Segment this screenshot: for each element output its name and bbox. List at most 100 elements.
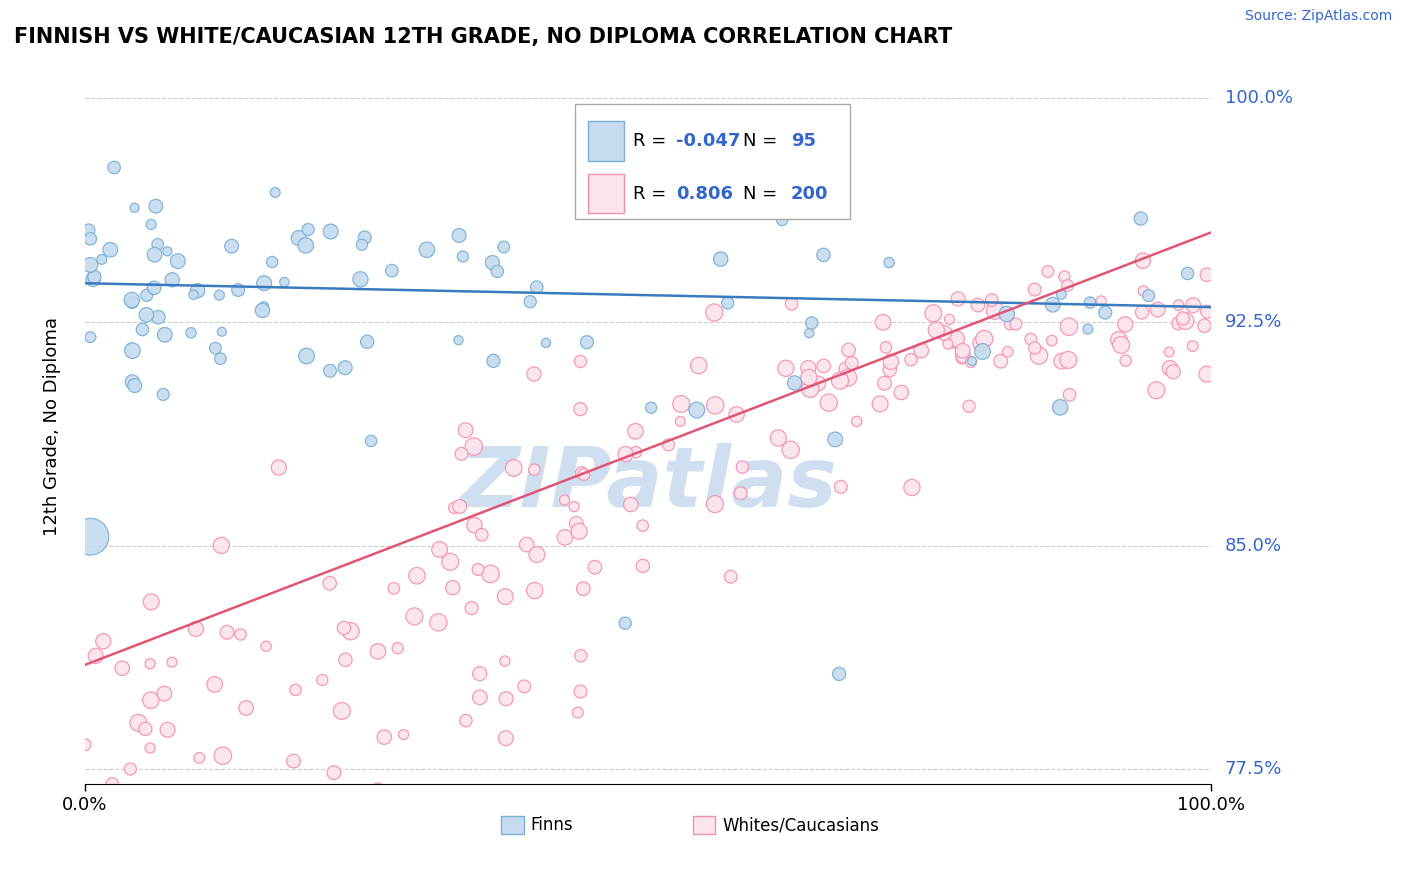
Point [139,657,162,671]
Point [446,852,468,866]
Text: 92.5%: 92.5% [1225,313,1282,331]
Point [583,560,606,574]
Point [565,516,588,531]
Point [567,706,589,720]
Point [775,361,797,376]
Point [294,238,316,252]
Point [145,199,167,213]
Point [387,641,409,656]
Point [783,376,806,390]
Point [143,248,166,262]
Point [960,354,983,368]
Point [952,343,974,358]
Bar [502,816,524,834]
Point [353,230,375,244]
Point [704,497,727,511]
Point [725,408,748,422]
Point [1036,264,1059,278]
Point [569,402,592,417]
Point [797,361,820,376]
Point [427,615,450,630]
Point [1024,283,1046,297]
Point [1108,333,1130,347]
Y-axis label: 12th Grade, No Diploma: 12th Grade, No Diploma [44,317,60,536]
Point [211,325,233,339]
Point [1174,314,1197,328]
Point [569,648,592,663]
Point [463,440,485,454]
Point [1049,401,1071,415]
Point [519,294,541,309]
Point [717,296,740,310]
Point [139,741,162,756]
Point [124,378,146,392]
Point [1053,269,1076,284]
Text: 0.806: 0.806 [676,185,733,202]
Point [945,332,967,346]
Point [131,322,153,336]
Point [834,361,856,376]
Point [998,317,1021,331]
Point [688,359,710,373]
Point [657,438,679,452]
Point [160,655,183,669]
Point [1177,267,1199,281]
Point [513,679,536,693]
Point [1115,353,1137,368]
Point [208,288,231,302]
Point [830,480,852,494]
Text: 77.5%: 77.5% [1225,760,1282,779]
Point [1167,317,1189,331]
Text: N =: N = [744,185,783,202]
Point [283,754,305,768]
Point [813,359,835,373]
Text: N =: N = [744,132,783,150]
Point [404,609,426,624]
Point [1194,318,1216,333]
Point [356,334,378,349]
Point [817,395,839,409]
Point [495,731,517,746]
Point [1144,383,1167,397]
Point [1159,345,1181,359]
Point [273,275,295,289]
Point [516,538,538,552]
Point [631,558,654,573]
Point [669,397,692,411]
Point [824,433,846,447]
Point [429,542,451,557]
Text: 100.0%: 100.0% [1225,89,1292,107]
Point [209,538,232,552]
Point [335,653,357,667]
Point [204,677,226,691]
Point [554,493,576,508]
Point [572,582,595,596]
Point [121,295,143,310]
Point [1057,319,1080,334]
Point [395,801,418,815]
Text: -0.047: -0.047 [676,132,740,150]
Text: FINNISH VS WHITE/CAUCASIAN 12TH GRADE, NO DIPLOMA CORRELATION CHART: FINNISH VS WHITE/CAUCASIAN 12TH GRADE, N… [14,27,952,46]
Point [148,310,170,325]
Point [84,648,107,663]
Text: 200: 200 [790,185,828,202]
Point [79,258,101,272]
Point [704,398,727,412]
Point [980,293,1002,307]
Point [381,263,404,277]
Point [127,715,149,730]
Point [82,272,104,286]
Point [135,308,157,322]
Point [295,349,318,363]
Point [799,326,821,340]
Point [79,232,101,246]
Point [322,765,344,780]
Point [319,576,342,591]
Point [77,223,100,237]
Point [481,255,503,269]
Point [441,581,464,595]
Point [166,254,188,268]
Point [875,340,897,354]
Point [209,351,232,366]
Point [1040,334,1063,348]
